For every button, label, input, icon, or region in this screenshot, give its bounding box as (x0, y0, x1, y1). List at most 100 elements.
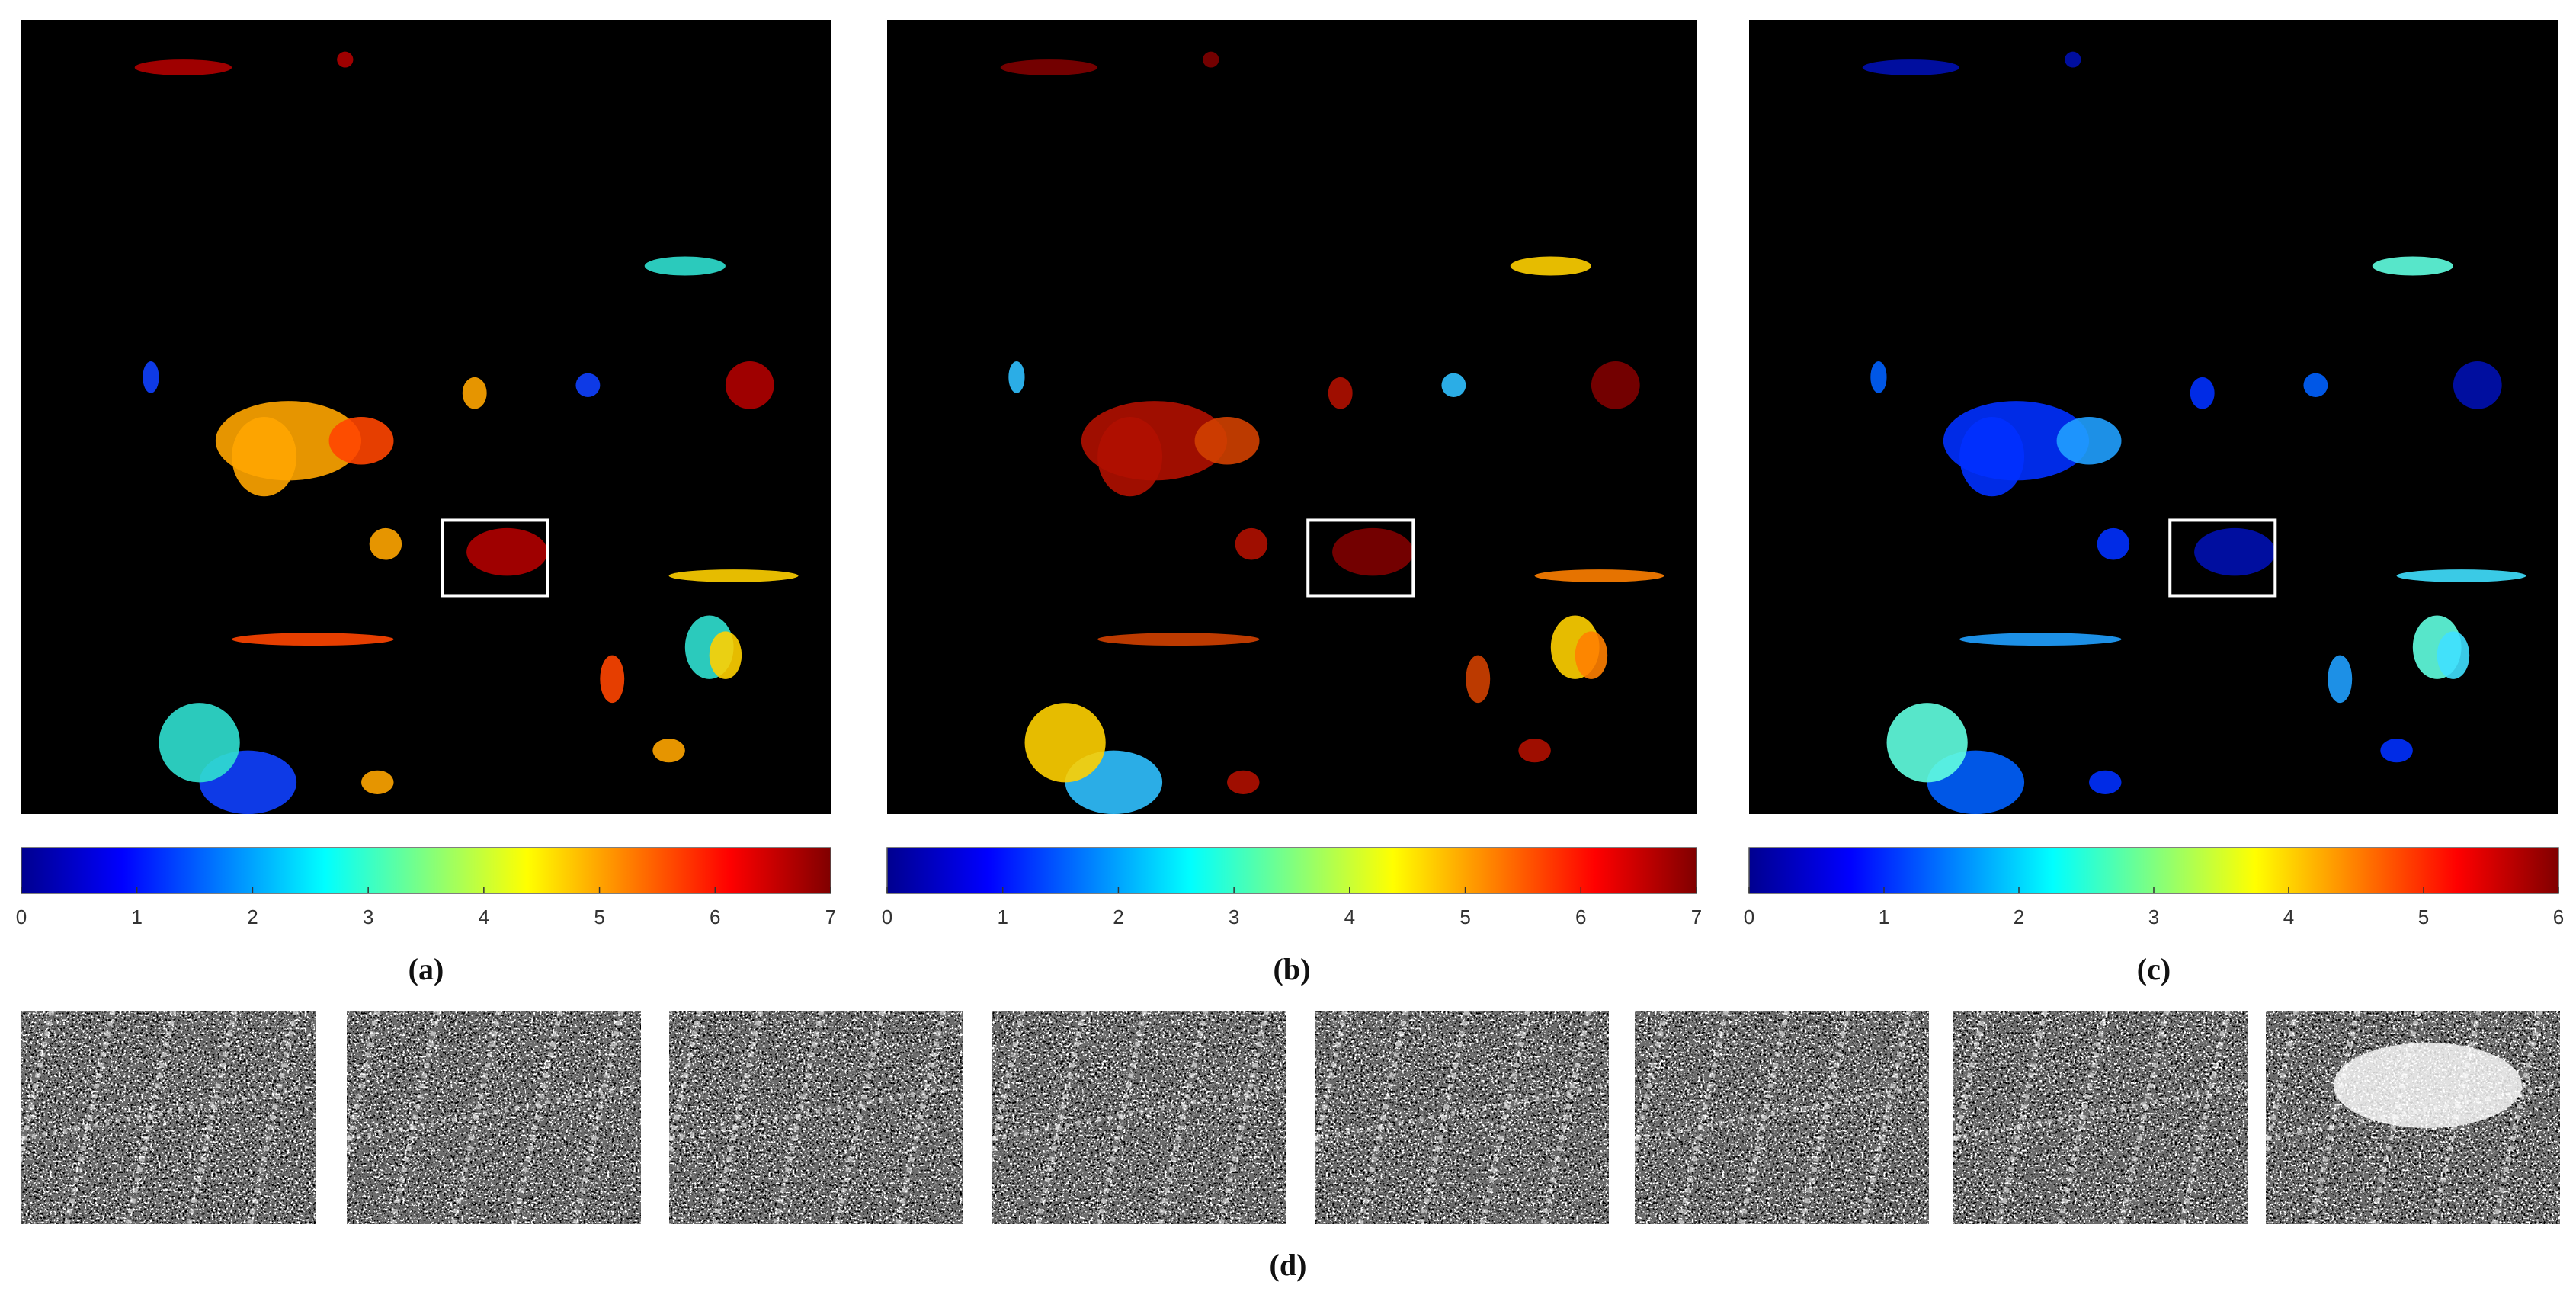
image-region (2065, 51, 2081, 68)
colorbar-tick-label: 2 (247, 906, 258, 928)
image-region (361, 770, 394, 794)
street-line (1616, 1010, 1668, 1225)
image-region (2372, 256, 2453, 276)
street-line (1799, 1010, 1851, 1225)
street-line (1157, 1010, 1209, 1225)
street-line (1935, 1010, 1987, 1225)
street-line (572, 1010, 624, 1225)
image-region (328, 417, 394, 465)
street-line (834, 1010, 886, 1225)
image-region (2089, 770, 2122, 794)
street-line (1296, 1010, 1348, 1225)
image-region (1870, 361, 1887, 393)
image-region (1194, 417, 1260, 465)
street-line (974, 1010, 1026, 1225)
image-region (466, 527, 548, 576)
highlight-box (2168, 518, 2277, 598)
colorbar-tick-label: 1 (1879, 906, 1889, 928)
colorbar-tick-label: 4 (479, 906, 489, 928)
image-region (600, 655, 625, 704)
street-line (651, 1010, 703, 1225)
street-line (1634, 1083, 1930, 1141)
colorbar-tick-label: 6 (710, 906, 720, 928)
result-image (887, 20, 1697, 814)
colorbar-tick-label: 6 (2553, 906, 2564, 928)
street-line (1996, 1010, 2048, 1225)
image-region (1024, 703, 1106, 783)
street-line (2308, 1010, 2360, 1225)
image-region (1886, 703, 1968, 783)
colorbar-tick-label: 3 (363, 906, 373, 928)
street-line (2491, 1010, 2543, 1225)
image-region (725, 361, 774, 409)
image-region (159, 703, 240, 783)
colorbar-tick-label: 1 (131, 906, 142, 928)
image-region (1518, 739, 1551, 763)
image-region (1959, 417, 2025, 497)
thumbnail (3, 1010, 316, 1225)
image-region (1008, 361, 1025, 393)
image-region (1332, 527, 1414, 576)
street-line (1540, 1010, 1592, 1225)
street-line (2248, 1010, 2299, 1225)
colorbar-tick-label: 2 (2014, 906, 2024, 928)
street-line (1479, 1010, 1531, 1225)
image-region (1235, 527, 1268, 560)
colorbar (21, 847, 831, 894)
colorbar-tick-label: 5 (2418, 906, 2429, 928)
street-line (992, 1083, 1287, 1141)
colorbar-tick-label: 7 (825, 906, 836, 928)
street-line (1953, 1083, 2248, 1141)
panel-label: (a) (409, 952, 444, 986)
image-region (1227, 770, 1260, 794)
image-region (2097, 527, 2130, 560)
street-line (1357, 1010, 1409, 1225)
colorbar-tick-label: 1 (997, 906, 1008, 928)
image-region (2328, 655, 2353, 704)
colorbar-tick-label: 6 (1575, 906, 1586, 928)
image-region (1097, 417, 1163, 497)
image-region (2303, 373, 2328, 397)
image-region (143, 361, 159, 393)
highlight-box (441, 518, 549, 598)
image-region (2437, 631, 2470, 679)
panel-label: (c) (2137, 952, 2171, 986)
image-region (575, 373, 601, 397)
colorbar-tick-label: 2 (1113, 906, 1123, 928)
thumbnail (974, 1010, 1287, 1225)
street-line (1218, 1010, 1270, 1225)
street-line (186, 1010, 238, 1225)
street-line (668, 1083, 964, 1141)
colorbar-tick-label: 4 (2283, 906, 2294, 928)
street-line (64, 1010, 116, 1225)
street-line (1677, 1010, 1729, 1225)
image-region (2453, 361, 2502, 409)
colorbar-tick-label: 5 (1459, 906, 1470, 928)
colorbar-tick-label: 4 (1344, 906, 1355, 928)
street-line (3, 1010, 55, 1225)
colorbar-tick-label: 0 (16, 906, 27, 928)
image-region (2056, 417, 2122, 465)
highlight-box (1306, 518, 1415, 598)
street-line (511, 1010, 563, 1225)
street-line (2179, 1010, 2231, 1225)
street-line (328, 1010, 380, 1225)
image-region (1466, 655, 1491, 704)
result-image (1749, 20, 2558, 814)
image-region (1328, 377, 1353, 409)
thumbnail (1296, 1010, 1610, 1225)
street-line (389, 1010, 441, 1225)
colorbar-tick-label: 7 (1691, 906, 1702, 928)
result-image (21, 20, 831, 814)
image-region (1441, 373, 1466, 397)
image-region (1203, 51, 1219, 68)
colorbar (886, 847, 1697, 894)
street-line (21, 1083, 316, 1141)
image-region (462, 377, 487, 409)
image-region (1591, 361, 1640, 409)
street-line (1035, 1010, 1087, 1225)
thumbnail (328, 1010, 642, 1225)
colorbar-tick-label: 0 (882, 906, 892, 928)
